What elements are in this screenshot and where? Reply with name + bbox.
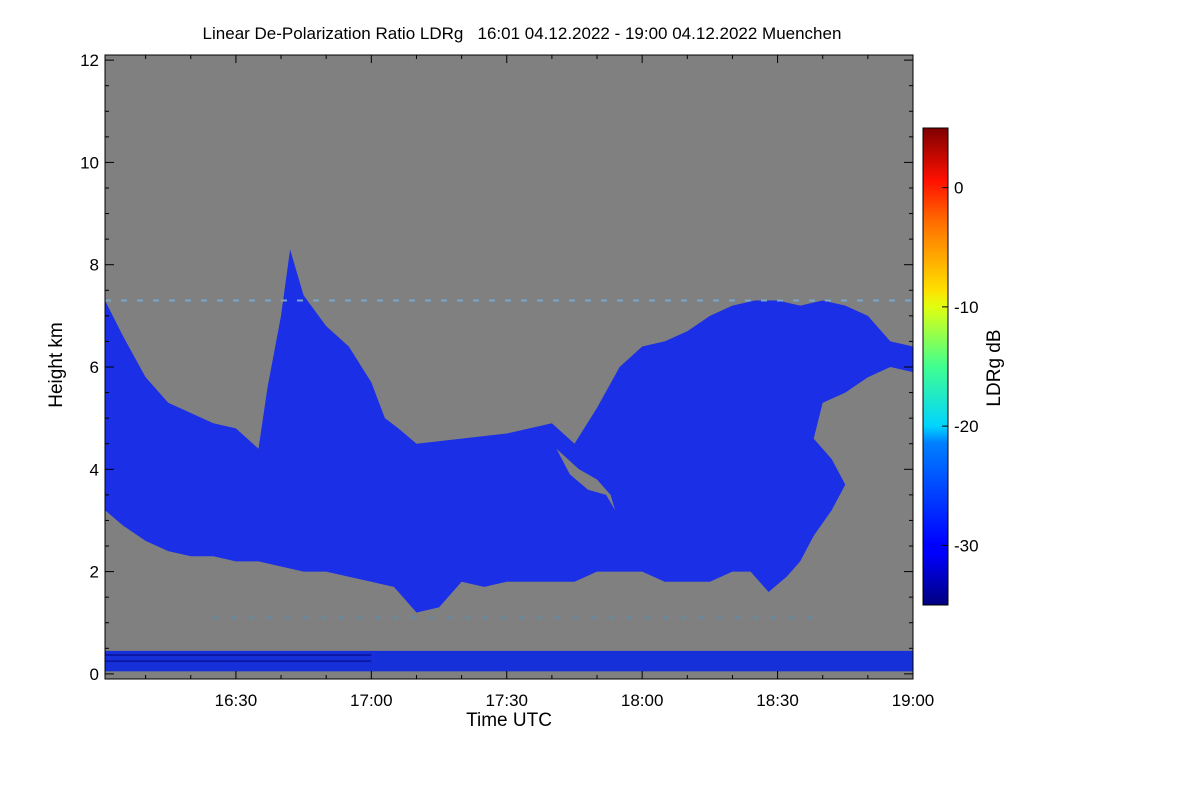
colorbar-tick-label: 0 bbox=[954, 179, 963, 198]
colorbar-tick-label: -10 bbox=[954, 298, 979, 317]
clear-pocket bbox=[822, 392, 913, 454]
y-tick-label: 12 bbox=[80, 51, 99, 70]
x-axis: 16:30 17:00 17:30 18:00 18:30 19:00 bbox=[145, 55, 935, 710]
x-tick-label: 18:00 bbox=[621, 691, 664, 710]
x-tick-label: 19:00 bbox=[892, 691, 935, 710]
colorbar: 0 -10 -20 -30 LDRg dB bbox=[922, 127, 1005, 606]
x-tick-label: 18:30 bbox=[756, 691, 799, 710]
y-tick-label: 10 bbox=[80, 153, 99, 172]
y-tick-label: 0 bbox=[90, 665, 99, 684]
x-tick-label: 17:30 bbox=[485, 691, 528, 710]
cloud-region bbox=[105, 249, 913, 613]
y-axis: 0 2 4 6 8 10 12 bbox=[80, 51, 913, 684]
y-tick-label: 4 bbox=[90, 460, 99, 479]
chart-title: Linear De-Polarization Ratio LDRg 16:01 … bbox=[203, 24, 842, 43]
colorbar-tick-label: -30 bbox=[954, 536, 979, 555]
colorbar-gradient bbox=[922, 127, 949, 606]
y-tick-label: 6 bbox=[90, 358, 99, 377]
colorbar-tick-label: -20 bbox=[954, 417, 979, 436]
y-axis-label: Height km bbox=[46, 322, 67, 408]
x-axis-label: Time UTC bbox=[466, 710, 552, 731]
y-tick-label: 2 bbox=[90, 563, 99, 582]
ground-layer bbox=[105, 650, 913, 672]
clear-notch bbox=[556, 448, 616, 511]
colorbar-ticks: 0 -10 -20 -30 bbox=[942, 179, 979, 555]
y-tick-label: 8 bbox=[90, 256, 99, 275]
x-tick-label: 16:30 bbox=[215, 691, 258, 710]
colorbar-label: LDRg dB bbox=[984, 329, 1005, 406]
plot-area bbox=[105, 55, 913, 679]
x-tick-label: 17:00 bbox=[350, 691, 393, 710]
